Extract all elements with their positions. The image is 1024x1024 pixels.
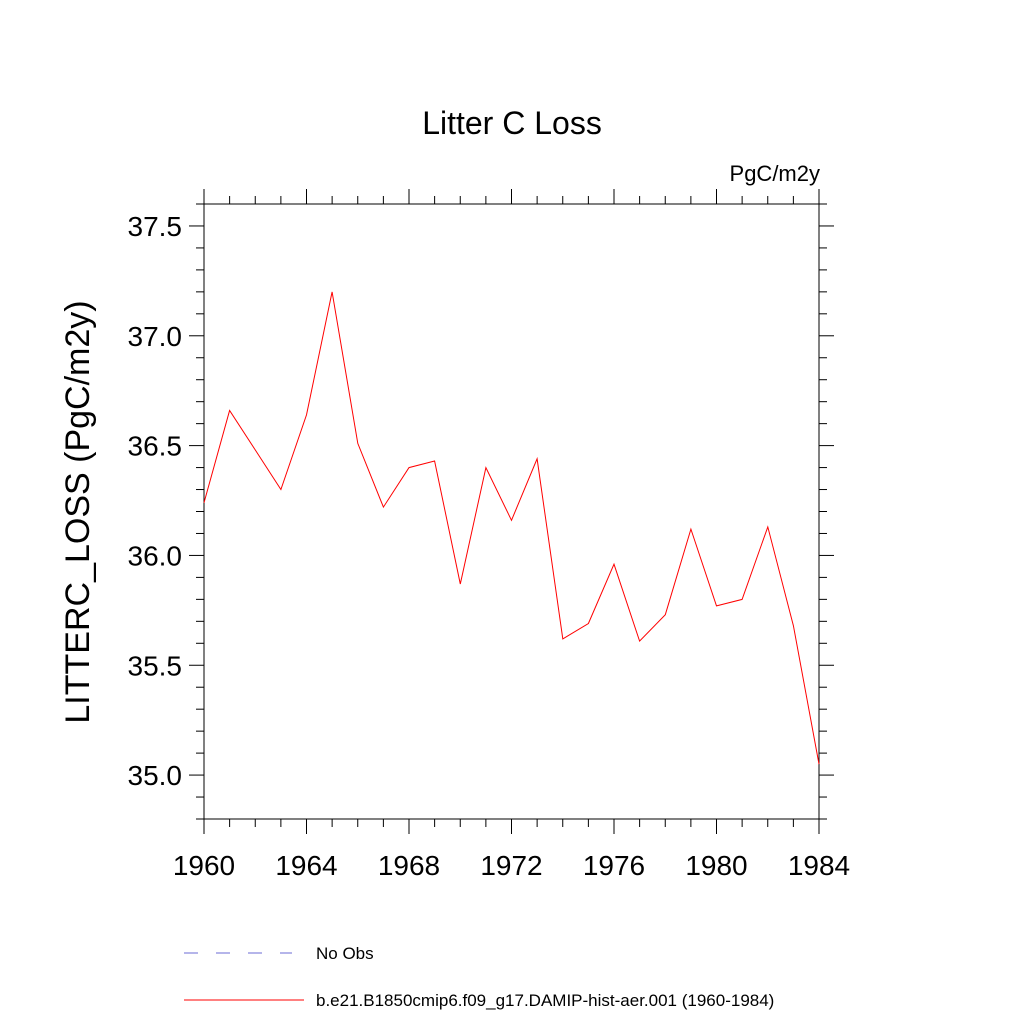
legend-label-model-run: b.e21.B1850cmip6.f09_g17.DAMIP-hist-aer.… [316,991,774,1010]
series-line [203,291,820,765]
series-layer [203,291,820,765]
y-tick-label: 37.5 [128,211,183,242]
y-axis-label: LITTERC_LOSS (PgC/m2y) [59,300,97,723]
units-label: PgC/m2y [730,161,820,186]
x-tick-label: 1980 [685,850,747,881]
y-tick-label: 37.0 [128,321,183,352]
legend-label-no-obs: No Obs [316,944,374,963]
plot-frame [203,203,820,820]
x-tick-label: 1960 [173,850,235,881]
x-tick-label: 1964 [275,850,337,881]
axis-ticks [189,189,834,834]
y-tick-label: 36.0 [128,540,183,571]
legend: No Obs b.e21.B1850cmip6.f09_g17.DAMIP-hi… [184,944,774,1010]
axis-tick-labels: 35.0 35.5 36.0 36.5 37.0 37.5 1960 1964 1968 1972… [128,211,851,881]
y-tick-label: 36.5 [128,431,183,462]
x-tick-label: 1984 [788,850,850,881]
x-tick-label: 1976 [583,850,645,881]
y-tick-label: 35.5 [128,650,183,681]
x-tick-label: 1972 [480,850,542,881]
y-tick-label: 35.0 [128,760,183,791]
chart-title: Litter C Loss [422,105,602,141]
x-tick-label: 1968 [378,850,440,881]
